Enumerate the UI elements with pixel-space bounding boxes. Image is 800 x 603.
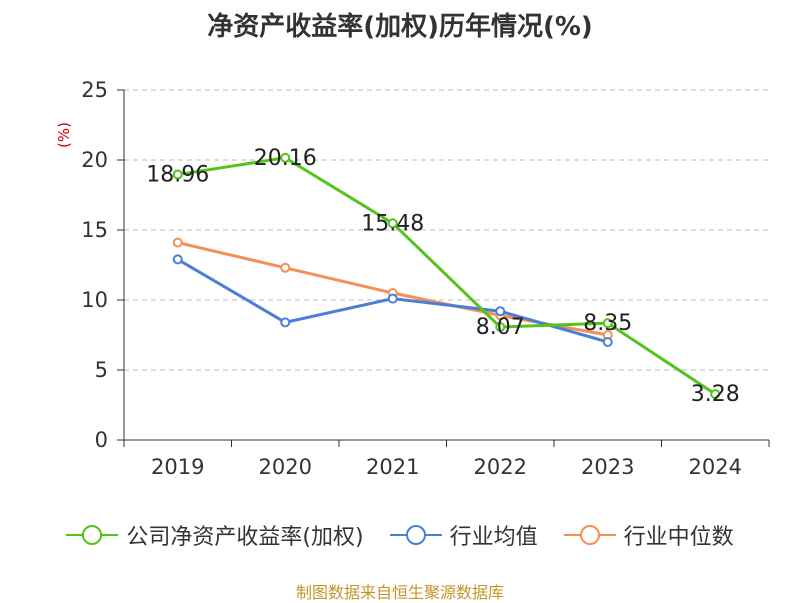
legend-item-company-roe[interactable]: 公司净资产收益率(加权) bbox=[66, 519, 364, 551]
data-label: 8.35 bbox=[583, 311, 632, 336]
legend-label-industry-mean: 行业均值 bbox=[449, 525, 538, 550]
x-tick-label: 2023 bbox=[581, 455, 634, 479]
x-tick-label: 2022 bbox=[474, 455, 527, 479]
data-source-note: 制图数据来自恒生聚源数据库 bbox=[295, 583, 504, 602]
y-tick-label: 15 bbox=[81, 218, 108, 242]
data-point-1 bbox=[602, 337, 613, 347]
series-line-0 bbox=[177, 156, 717, 396]
y-tick-label: 20 bbox=[81, 148, 108, 172]
data-point-0 bbox=[495, 322, 506, 333]
y-tick-label: 5 bbox=[95, 358, 108, 382]
data-label: 3.28 bbox=[691, 382, 740, 407]
data-point-1 bbox=[387, 293, 398, 304]
legend-marker-company-roe bbox=[66, 525, 119, 545]
data-point-1 bbox=[280, 317, 291, 328]
data-label: 15.48 bbox=[361, 211, 424, 236]
x-tick-label: 2021 bbox=[366, 455, 419, 479]
data-label: 20.16 bbox=[254, 146, 317, 171]
data-point-0 bbox=[602, 318, 613, 329]
data-point-2 bbox=[280, 262, 291, 273]
data-label: 18.96 bbox=[146, 163, 209, 188]
y-tick-label: 25 bbox=[81, 78, 108, 102]
x-tick-label: 2019 bbox=[151, 455, 204, 479]
legend-marker-industry-median bbox=[563, 525, 616, 545]
y-tick-label: 10 bbox=[81, 288, 108, 312]
data-point-1 bbox=[495, 306, 506, 317]
data-point-1 bbox=[172, 254, 183, 265]
data-label: 8.07 bbox=[476, 315, 525, 340]
chart-title: 净资产收益率(加权)历年情况(%) bbox=[207, 12, 593, 42]
x-tick-label: 2024 bbox=[689, 455, 742, 479]
data-point-0 bbox=[387, 218, 398, 229]
legend-marker-industry-mean bbox=[389, 525, 442, 545]
legend-item-industry-median[interactable]: 行业中位数 bbox=[563, 519, 734, 551]
data-point-0 bbox=[280, 152, 291, 163]
data-point-2 bbox=[172, 237, 183, 248]
y-tick-label: 0 bbox=[95, 428, 108, 452]
legend-label-company-roe: 公司净资产收益率(加权) bbox=[126, 525, 364, 550]
data-point-0 bbox=[172, 169, 183, 180]
legend-label-industry-median: 行业中位数 bbox=[623, 525, 734, 550]
chart-legend: 公司净资产收益率(加权) 行业均值 行业中位数 bbox=[0, 519, 800, 551]
chart-plot-area: 0 5 10 15 20 25 2019 2020 2021 2022 2023 2024 18.96 2… bbox=[81, 78, 770, 479]
x-tick-label: 2020 bbox=[259, 455, 312, 479]
legend-item-industry-mean[interactable]: 行业均值 bbox=[389, 519, 538, 551]
data-point-0 bbox=[710, 389, 721, 400]
